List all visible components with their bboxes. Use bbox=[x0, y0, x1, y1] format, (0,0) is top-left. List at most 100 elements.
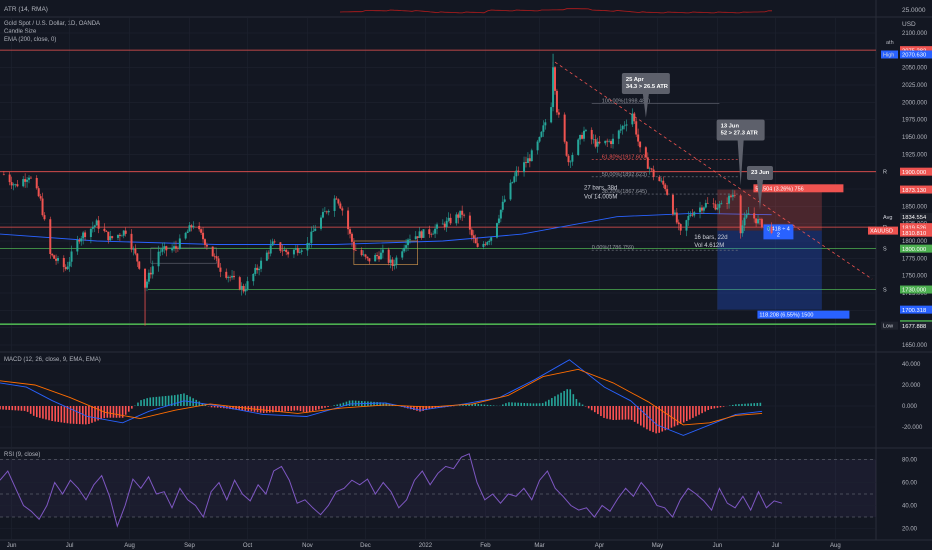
macd-histogram-bar bbox=[692, 406, 694, 418]
candle-body bbox=[555, 90, 558, 113]
candle-body bbox=[157, 251, 160, 267]
candle-body bbox=[712, 203, 715, 205]
x-axis-label: Aug bbox=[124, 543, 135, 549]
candle-body bbox=[706, 202, 709, 204]
ratio-label: 0.418 ÷ 4 bbox=[767, 226, 790, 232]
macd-histogram-bar bbox=[66, 406, 69, 424]
candle-body bbox=[565, 141, 568, 156]
macd-tick-label: 20.000 bbox=[902, 383, 921, 389]
macd-histogram-bar bbox=[716, 406, 719, 408]
candle-body bbox=[606, 140, 609, 142]
macd-histogram-bar bbox=[612, 406, 614, 420]
macd-histogram-bar bbox=[183, 393, 185, 406]
candle-body bbox=[66, 266, 69, 270]
macd-histogram-bar bbox=[23, 406, 26, 411]
macd-histogram-bar bbox=[382, 402, 385, 406]
price-tick-label: 1850.000 bbox=[902, 204, 928, 210]
candle-body bbox=[513, 176, 516, 182]
candle-body bbox=[405, 245, 408, 248]
candle-body bbox=[581, 134, 584, 139]
macd-histogram-bar bbox=[0, 406, 1, 410]
macd-histogram-bar bbox=[20, 406, 23, 411]
candle-body bbox=[70, 251, 73, 262]
candle-body bbox=[584, 129, 587, 131]
side-tag-label: Avg bbox=[883, 215, 892, 221]
macd-histogram-bar bbox=[131, 406, 133, 409]
macd-histogram-bar bbox=[173, 395, 176, 406]
candle-body bbox=[29, 177, 32, 179]
macd-histogram-bar bbox=[204, 404, 207, 406]
candle-body bbox=[675, 212, 678, 223]
macd-histogram-bar bbox=[738, 404, 740, 406]
macd-histogram-bar bbox=[161, 396, 164, 406]
candle-body bbox=[550, 107, 553, 123]
macd-histogram-bar bbox=[11, 406, 14, 411]
candle-body bbox=[637, 134, 640, 142]
macd-histogram-bar bbox=[609, 406, 611, 420]
macd-histogram-bar bbox=[121, 406, 124, 418]
candle-body bbox=[758, 219, 761, 220]
rsi-tick-label: 40.00 bbox=[902, 504, 918, 510]
candle-body bbox=[151, 266, 154, 275]
candle-body bbox=[107, 231, 110, 241]
candle-body bbox=[592, 139, 595, 140]
candle-body bbox=[650, 168, 653, 170]
candle-body bbox=[246, 281, 249, 290]
candle-body bbox=[312, 230, 315, 232]
macd-histogram-bar bbox=[241, 406, 244, 411]
price-tick-label: 1750.000 bbox=[902, 274, 928, 280]
macd-histogram-bar bbox=[302, 406, 305, 412]
candle-body bbox=[256, 267, 259, 271]
macd-histogram-bar bbox=[88, 406, 90, 424]
risk-label: 59.504 (3.26%) 756 bbox=[755, 186, 803, 192]
candle-body bbox=[733, 195, 736, 196]
candle-body bbox=[176, 248, 179, 249]
macd-histogram-bar bbox=[115, 406, 118, 418]
macd-histogram-bar bbox=[459, 405, 461, 406]
macd-histogram-bar bbox=[741, 403, 743, 406]
candle-body bbox=[238, 277, 241, 290]
rsi-tick-label: 60.00 bbox=[902, 481, 918, 487]
macd-histogram-bar bbox=[305, 406, 308, 413]
candle-body bbox=[571, 155, 574, 162]
ratio-label: 2 bbox=[777, 232, 780, 238]
candle-body bbox=[716, 207, 719, 210]
candle-body bbox=[743, 217, 746, 226]
macd-histogram-bar bbox=[747, 403, 749, 406]
macd-histogram-bar bbox=[630, 406, 633, 420]
candle-body bbox=[258, 268, 261, 271]
candle-body bbox=[563, 114, 566, 142]
candle-body bbox=[495, 223, 498, 238]
macd-histogram-bar bbox=[520, 402, 523, 406]
candle-body bbox=[298, 251, 301, 253]
macd-histogram-bar bbox=[265, 406, 268, 413]
macd-histogram-bar bbox=[636, 406, 639, 424]
candle-body bbox=[484, 243, 487, 245]
annotation-pointer bbox=[756, 179, 763, 210]
candle-body bbox=[457, 214, 460, 218]
macd-histogram-bar bbox=[569, 389, 572, 406]
candle-body bbox=[422, 229, 425, 238]
candle-body bbox=[337, 199, 340, 204]
candle-body bbox=[333, 198, 336, 211]
macd-histogram-bar bbox=[109, 406, 112, 418]
macd-histogram-bar bbox=[492, 405, 495, 406]
candle-body bbox=[122, 230, 125, 236]
candle-body bbox=[82, 232, 85, 239]
macd-histogram-bar bbox=[284, 406, 286, 412]
macd-histogram-bar bbox=[646, 406, 648, 430]
candle-body bbox=[120, 235, 123, 237]
macd-histogram-bar bbox=[201, 403, 204, 406]
macd-histogram-bar bbox=[615, 406, 618, 420]
candle-body bbox=[604, 140, 607, 144]
candle-body bbox=[381, 249, 384, 253]
price-tag bbox=[900, 46, 932, 55]
macd-histogram-bar bbox=[511, 402, 513, 406]
candle-body bbox=[610, 141, 613, 145]
candle-body bbox=[84, 232, 87, 238]
candle-body bbox=[325, 211, 328, 213]
atr-label: ATR (14, RMA) bbox=[4, 6, 48, 13]
main-pane-title: Gold Spot / U.S. Dollar, 1D, OANDA bbox=[4, 21, 100, 27]
